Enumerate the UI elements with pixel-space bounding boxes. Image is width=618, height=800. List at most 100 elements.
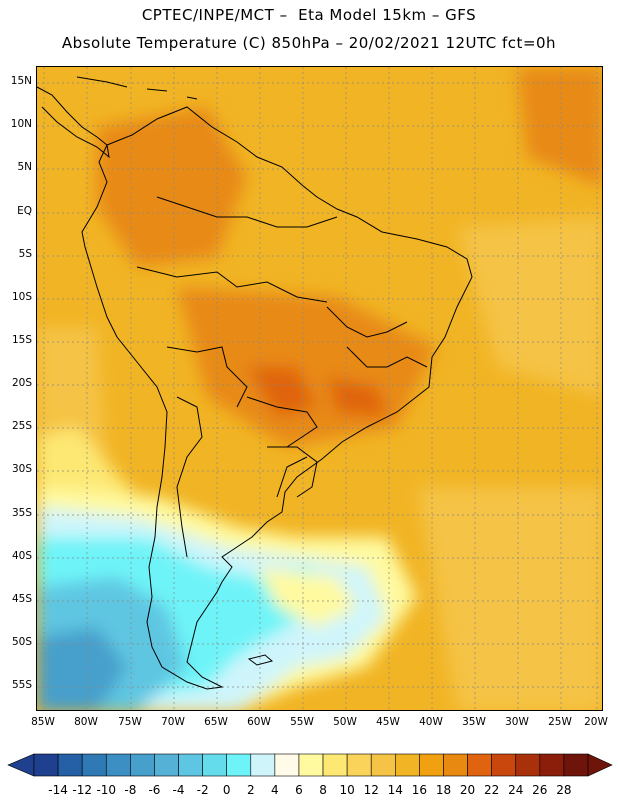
field-warm-tongue [257,567,357,627]
map-svg [37,67,602,710]
lat-label: 20S [11,377,32,389]
caribbean-islands [76,76,198,100]
field-south-atlantic [417,487,602,710]
colorbar-label: -6 [148,783,160,797]
colorbar-swatch [178,753,203,777]
field-ocean-east [457,217,602,397]
lat-label: 50S [11,636,32,648]
colorbar-label: -10 [96,783,116,797]
colorbar-swatches [7,753,613,777]
lat-label: EQ [17,205,32,217]
lat-label: 10S [11,291,32,303]
coastlines [37,76,473,690]
lon-label: 35W [462,716,486,728]
colorbar-arrow-left [7,753,35,777]
colorbar-swatch [274,753,300,777]
lat-label: 10N [10,118,32,130]
colorbar-label: 26 [532,783,547,797]
colorbar-label: -2 [197,783,209,797]
lon-label: 60W [247,716,271,728]
colorbar-swatch [250,753,276,777]
lon-label: 25W [548,716,572,728]
colorbar-label: -12 [72,783,92,797]
title-line-1: CPTEC/INPE/MCT – Eta Model 15km – GFS [141,6,477,24]
colorbar-swatch [370,753,396,777]
border-6 [176,396,203,558]
border-9 [276,456,308,498]
colorbar-swatch [419,753,444,777]
temperature-map [36,66,603,711]
colorbar-label: 24 [508,783,523,797]
colorbar: -14 -12 -10 -8 -6 -4 -2 0 2 4 6 8 10 12 14 16 18 20 22 24 26… [7,753,613,797]
colorbar-swatch [322,753,348,777]
colorbar-label: 14 [388,783,403,797]
border-8 [346,346,428,368]
colorbar-label: 8 [319,783,327,797]
field-hot-core [247,367,317,417]
lon-label: 45W [376,716,400,728]
colorbar-swatch [515,753,541,777]
lon-label: 65W [204,716,228,728]
lat-label: 55S [11,679,32,691]
field-warm-nw [97,107,247,267]
colorbar-label: 6 [295,783,303,797]
lat-label: 25S [11,420,32,432]
border-3 [166,346,248,408]
colorbar-label: -14 [48,783,68,797]
colorbar-swatch [33,753,59,777]
colorbar-swatch [563,753,589,777]
border-4 [246,396,318,448]
colorbar-swatch [105,753,131,777]
lat-label: 45S [11,593,32,605]
lat-label: 15S [11,334,32,346]
lon-label: 75W [118,716,142,728]
colorbar-label: 18 [436,783,451,797]
colorbar-swatch [202,753,227,777]
lon-label: 70W [161,716,185,728]
colorbar-swatch [443,753,468,777]
colorbar-swatch [130,753,155,777]
colorbar-label: -4 [173,783,185,797]
colorbar-label: 4 [271,783,279,797]
lon-label: 30W [505,716,529,728]
border-2 [136,266,328,303]
lon-label: 80W [74,716,98,728]
colorbar-label: 16 [412,783,427,797]
lat-label: 30S [11,463,32,475]
lat-label: 15N [10,75,32,87]
colorbar-swatch [346,753,372,777]
lat-label: 40S [11,550,32,562]
field-warm-ne [517,67,602,187]
colorbar-label: 28 [556,783,571,797]
colorbar-label: 10 [339,783,354,797]
title-line-2: Absolute Temperature (C) 850hPa – 20/02/… [61,34,557,52]
colorbar-swatch [395,753,420,777]
colorbar-arrow-right [587,753,613,777]
lat-label: 5S [18,248,32,260]
field-coldest-core [37,627,127,710]
colorbar-label: 2 [247,783,255,797]
colorbar-label: 12 [364,783,379,797]
colorbar-swatch [81,753,107,777]
colorbar-label: -8 [124,783,136,797]
field-hot-core-2 [327,377,387,417]
colorbar-swatch [226,753,252,777]
colorbar-swatch [298,753,324,777]
border-1 [156,196,338,228]
south-america-outline [81,106,473,690]
colorbar-label: 20 [460,783,475,797]
colorbar-labels: -14 -12 -10 -8 -6 -4 -2 0 2 4 6 8 10 12 14 16 18 20 22 24 26… [48,783,571,797]
lat-label: 35S [11,507,32,519]
colorbar-label: 0 [223,783,231,797]
colorbar-swatch [467,753,492,777]
colorbar-swatch [539,753,565,777]
colorbar-label: 22 [484,783,499,797]
lon-label: 85W [31,716,55,728]
colorbar-swatch [57,753,83,777]
falklands [247,654,274,666]
colorbar-swatch [154,753,179,777]
lon-label: 55W [290,716,314,728]
lon-label: 40W [419,716,443,728]
colorbar-swatch [491,753,517,777]
lon-label: 50W [333,716,357,728]
